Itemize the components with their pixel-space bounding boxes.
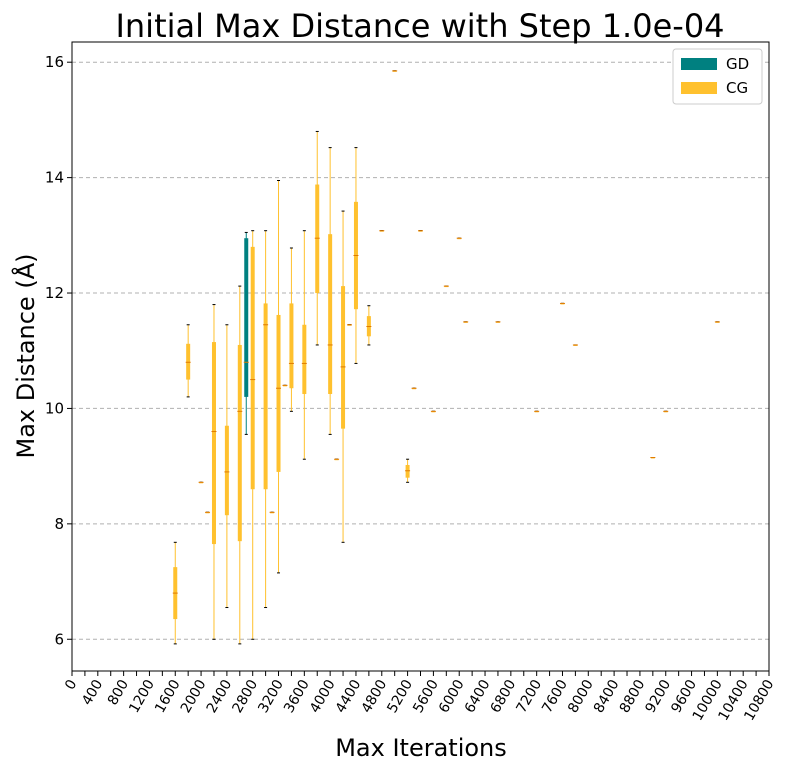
- x-tick-label: 7600: [539, 677, 571, 716]
- x-tick-label: 1200: [126, 677, 158, 716]
- box-iqr: [405, 464, 410, 478]
- legend: GD CG: [672, 48, 763, 105]
- x-tick-label: 4800: [359, 677, 391, 716]
- legend-swatch-cg: [681, 82, 717, 94]
- box-cg-4400: [353, 147, 359, 364]
- box-cg-1800: [185, 324, 191, 398]
- x-tick-label: 8000: [565, 677, 597, 716]
- box-cg-2000: [198, 481, 204, 484]
- box-cg-5000: [392, 70, 398, 72]
- box-cg-2100: [205, 511, 211, 514]
- x-tick-label: 6400: [462, 677, 494, 716]
- box-cg-7200: [534, 410, 540, 413]
- box-cg-6000: [456, 237, 462, 240]
- x-tick-label: 2400: [204, 677, 236, 716]
- box-gd-2700: [243, 231, 249, 435]
- box-cg-2800: [250, 230, 256, 640]
- box-iqr: [276, 314, 281, 472]
- box-iqr: [244, 238, 249, 397]
- box-cg-5300: [411, 387, 417, 390]
- x-tick-label: 2800: [229, 677, 261, 716]
- box-cg-7800: [572, 344, 578, 346]
- box-cg-3300: [282, 384, 288, 387]
- box-iqr: [250, 246, 255, 490]
- box-cg-4100: [334, 458, 340, 461]
- box-cg-3400: [288, 247, 294, 412]
- box-cg-5200: [405, 458, 411, 483]
- box-cg-3200: [276, 179, 282, 574]
- box-cg-9200: [663, 410, 669, 413]
- y-tick-label: 8: [54, 515, 64, 533]
- y-tick-label: 14: [45, 169, 64, 187]
- y-axis: 6 8 10 12 14 16: [45, 53, 72, 648]
- box-cg-5600: [430, 410, 436, 413]
- box-cg-2200: [211, 304, 217, 640]
- box-iqr: [328, 234, 333, 395]
- x-tick-label: 8800: [617, 677, 649, 716]
- box-series: [172, 70, 720, 645]
- x-tick-label: 7200: [513, 677, 545, 716]
- box-cg-3000: [263, 230, 269, 609]
- box-cg-1600: [172, 541, 178, 645]
- box-iqr: [237, 344, 242, 542]
- box-cg-2400: [224, 324, 230, 609]
- x-tick-label: 6800: [488, 677, 520, 716]
- box-cg-5800: [443, 285, 449, 288]
- y-gridlines: [72, 61, 769, 640]
- box-cg-4300: [347, 324, 353, 326]
- box-cg-3100: [269, 511, 275, 514]
- x-tick-label: 2000: [178, 677, 210, 716]
- x-tick-label: 4000: [307, 677, 339, 716]
- box-cg-7600: [559, 302, 565, 305]
- x-tick-label: 4400: [333, 677, 365, 716]
- box-cg-4000: [327, 147, 333, 435]
- box-iqr: [289, 303, 294, 389]
- box-cg-4200: [340, 210, 346, 543]
- x-tick-label: 0: [62, 677, 80, 693]
- box-cg-10000: [714, 321, 720, 323]
- box-iqr: [263, 303, 268, 490]
- x-tick-label: 3600: [281, 677, 313, 716]
- x-axis: 0400800120016002000240028003200360040004…: [62, 671, 777, 724]
- x-axis-label: Max Iterations: [335, 734, 507, 762]
- legend-swatch-gd: [681, 58, 717, 70]
- x-tick-label: 5600: [410, 677, 442, 716]
- box-cg-4600: [366, 305, 372, 346]
- box-cg-3600: [301, 230, 307, 460]
- box-iqr: [341, 286, 346, 429]
- box-cg-3800: [314, 130, 320, 346]
- box-cg-2600: [237, 285, 243, 645]
- x-tick-label: 6000: [436, 677, 468, 716]
- y-tick-label: 10: [45, 399, 64, 417]
- y-tick-label: 6: [54, 630, 64, 648]
- box-cg-6600: [495, 321, 501, 323]
- legend-label-cg: CG: [726, 79, 748, 97]
- y-tick-label: 12: [45, 284, 64, 302]
- box-cg-5400: [418, 230, 423, 232]
- legend-label-gd: GD: [726, 55, 749, 73]
- box-iqr: [302, 324, 307, 395]
- box-cg-4800: [379, 230, 385, 232]
- x-tick-label: 8400: [591, 677, 623, 716]
- x-tick-label: 1600: [152, 677, 184, 716]
- y-axis-label: Max Distance (Å): [11, 254, 40, 459]
- y-tick-label: 16: [45, 53, 64, 71]
- box-iqr: [315, 184, 320, 294]
- chart-title: Initial Max Distance with Step 1.0e-04: [115, 7, 724, 45]
- box-iqr: [211, 342, 216, 545]
- box-cg-9000: [650, 456, 656, 459]
- x-tick-label: 3200: [255, 677, 287, 716]
- x-tick-label: 9200: [643, 677, 675, 716]
- box-iqr: [186, 343, 191, 380]
- box-iqr: [224, 425, 229, 516]
- box-cg-6100: [463, 321, 469, 323]
- x-tick-label: 5200: [384, 677, 416, 716]
- x-tick-label: 400: [79, 677, 106, 708]
